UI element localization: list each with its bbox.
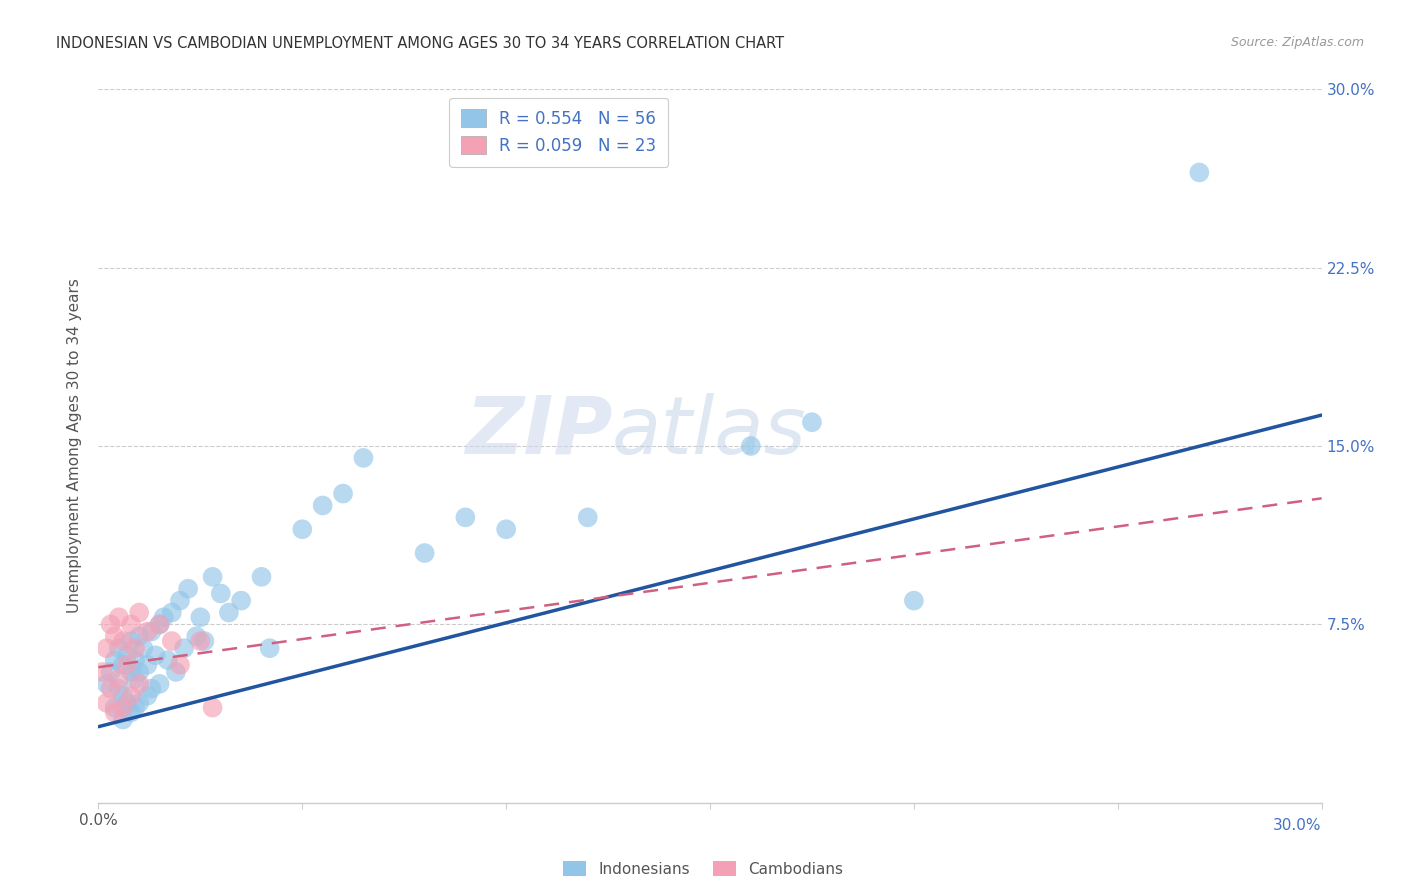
- Point: [413, 546, 436, 560]
- Point: [124, 672, 146, 686]
- Point: [136, 657, 159, 672]
- Point: [115, 696, 138, 710]
- Point: [104, 706, 127, 720]
- Point: [120, 665, 142, 679]
- Point: [96, 696, 118, 710]
- Text: INDONESIAN VS CAMBODIAN UNEMPLOYMENT AMONG AGES 30 TO 34 YEARS CORRELATION CHART: INDONESIAN VS CAMBODIAN UNEMPLOYMENT AMO…: [56, 36, 785, 51]
- Point: [136, 624, 159, 639]
- Point: [111, 700, 134, 714]
- Point: [209, 586, 232, 600]
- Point: [250, 570, 273, 584]
- Point: [100, 665, 122, 679]
- Point: [312, 499, 335, 513]
- Point: [149, 617, 172, 632]
- Point: [124, 653, 146, 667]
- Point: [188, 634, 212, 648]
- Point: [120, 706, 142, 720]
- Point: [165, 665, 187, 679]
- Point: [740, 439, 762, 453]
- Point: [152, 610, 174, 624]
- Point: [136, 689, 159, 703]
- Point: [173, 641, 195, 656]
- Point: [91, 665, 114, 679]
- Text: ZIP: ZIP: [465, 392, 612, 471]
- Point: [96, 677, 118, 691]
- Point: [100, 617, 122, 632]
- Legend: R = 0.554   N = 56, R = 0.059   N = 23: R = 0.554 N = 56, R = 0.059 N = 23: [450, 97, 668, 167]
- Point: [108, 681, 131, 696]
- Text: atlas: atlas: [612, 392, 807, 471]
- Point: [169, 657, 191, 672]
- Point: [218, 606, 240, 620]
- Point: [141, 624, 163, 639]
- Legend: Indonesians, Cambodians: Indonesians, Cambodians: [555, 853, 851, 884]
- Point: [141, 681, 163, 696]
- Point: [186, 629, 208, 643]
- Point: [149, 677, 172, 691]
- Point: [169, 593, 191, 607]
- Point: [149, 617, 172, 632]
- Point: [156, 653, 179, 667]
- Point: [96, 641, 118, 656]
- Point: [108, 610, 131, 624]
- Point: [128, 606, 150, 620]
- Text: Source: ZipAtlas.com: Source: ZipAtlas.com: [1230, 36, 1364, 49]
- Point: [576, 510, 599, 524]
- Point: [120, 634, 142, 648]
- Point: [332, 486, 354, 500]
- Point: [108, 672, 131, 686]
- Point: [104, 700, 127, 714]
- Point: [108, 641, 131, 656]
- Point: [132, 641, 155, 656]
- Point: [188, 610, 212, 624]
- Point: [124, 700, 146, 714]
- Point: [259, 641, 281, 656]
- Point: [193, 634, 215, 648]
- Point: [104, 653, 127, 667]
- Point: [352, 450, 374, 465]
- Point: [801, 415, 824, 429]
- Point: [160, 634, 183, 648]
- Text: 30.0%: 30.0%: [1274, 818, 1322, 832]
- Point: [120, 689, 142, 703]
- Point: [1188, 165, 1211, 179]
- Point: [145, 648, 167, 663]
- Y-axis label: Unemployment Among Ages 30 to 34 years: Unemployment Among Ages 30 to 34 years: [67, 278, 83, 614]
- Point: [903, 593, 925, 607]
- Point: [111, 713, 134, 727]
- Point: [124, 641, 146, 656]
- Point: [115, 657, 138, 672]
- Point: [201, 700, 224, 714]
- Point: [100, 681, 122, 696]
- Point: [128, 629, 150, 643]
- Point: [111, 657, 134, 672]
- Point: [111, 634, 134, 648]
- Point: [104, 629, 127, 643]
- Point: [454, 510, 477, 524]
- Point: [177, 582, 200, 596]
- Point: [231, 593, 253, 607]
- Point: [201, 570, 224, 584]
- Point: [160, 606, 183, 620]
- Point: [115, 648, 138, 663]
- Point: [128, 677, 150, 691]
- Point: [495, 522, 517, 536]
- Point: [128, 665, 150, 679]
- Point: [111, 689, 134, 703]
- Point: [128, 696, 150, 710]
- Point: [120, 617, 142, 632]
- Point: [291, 522, 314, 536]
